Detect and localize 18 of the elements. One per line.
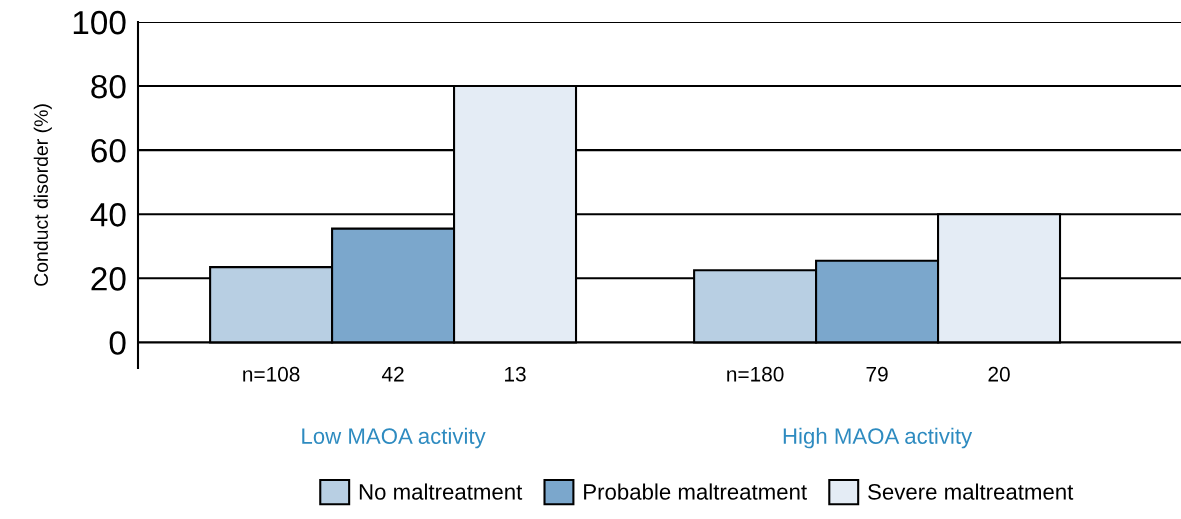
x-tick-label: High MAOA activity xyxy=(783,427,973,449)
legend-label: Probable maltreatment xyxy=(584,483,807,500)
y-tick-label: 80 xyxy=(91,74,126,99)
y-tick-label: 40 xyxy=(90,203,126,227)
y-tick-label: 60 xyxy=(91,138,126,163)
y-tick-label: 100 xyxy=(73,10,126,35)
y-axis-title: Conduct disorder (%) xyxy=(33,104,52,286)
y-tick-label: 20 xyxy=(91,267,126,291)
annotation: 20 xyxy=(988,366,1010,382)
legend-label: No maltreatment xyxy=(359,483,523,500)
annotation: 13 xyxy=(505,366,526,382)
legend-label: Severe maltreatment xyxy=(868,483,1074,500)
y-tick-label: 0 xyxy=(109,331,126,355)
annotation: n=180 xyxy=(727,366,784,382)
annotation: 42 xyxy=(381,366,404,382)
annotation: n=108 xyxy=(243,366,300,382)
x-tick-label: Low MAOA activity xyxy=(302,427,486,449)
annotation: 79 xyxy=(866,366,888,382)
